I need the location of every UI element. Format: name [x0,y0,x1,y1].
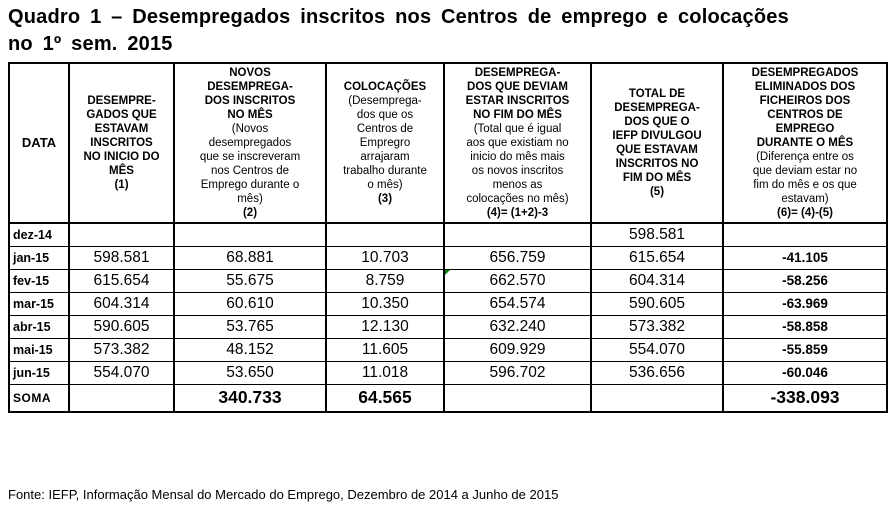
col-header-2-formula: (2) [242,207,258,220]
table-row: fev-15 615.654 55.675 8.759 662.570 604.… [8,268,888,293]
col-header-6-formula: (6)= (4)-(5) [777,207,833,220]
col-header-3-formula: (3) [377,193,393,206]
cell-value: 656.759 [443,245,592,270]
cell-value: 573.382 [590,314,724,339]
cell-value: 536.656 [590,360,724,385]
col-header-2: NOVOS DESEMPREGA- DOS INSCRITOS NO MÊS (… [173,62,327,225]
table-row: abr-15 590.605 53.765 12.130 632.240 573… [8,314,888,339]
cell-value: 590.605 [68,314,175,339]
cell-value [443,222,592,247]
cell-value: 598.581 [590,222,724,247]
soma-cell: 64.565 [325,383,445,413]
cell-value: 11.605 [325,337,445,362]
col-header-1-title: DESEMPRE- GADOS QUE ESTAVAM INSCRITOS NO… [83,95,160,178]
row-date: mai-15 [8,337,70,362]
soma-cell [443,383,592,413]
cell-value: 590.605 [590,291,724,316]
cell-value: -55.859 [722,337,888,362]
col-header-data-label: DATA [21,135,57,151]
cell-value: 53.765 [173,314,327,339]
cell-value: 554.070 [68,360,175,385]
col-header-3: COLOCAÇÕES (Desemprega- dos que os Centr… [325,62,445,225]
table-row: jun-15 554.070 53.650 11.018 596.702 536… [8,360,888,385]
cell-value: 609.929 [443,337,592,362]
cell-value: 68.881 [173,245,327,270]
col-header-6-title: DESEMPREGADOS ELIMINADOS DOS FICHEIROS D… [751,67,859,150]
cell-value: -41.105 [722,245,888,270]
col-header-3-note: (Desemprega- dos que os Centros de Empre… [343,95,427,192]
cell-value-text: 662.570 [489,271,546,289]
soma-cell [68,383,175,413]
cell-value: 615.654 [590,245,724,270]
page-title: Quadro 1 – Desempregados inscritos nos C… [8,6,789,55]
cell-value: 615.654 [68,268,175,293]
cell-value: 604.314 [590,268,724,293]
row-date: abr-15 [8,314,70,339]
table-row: dez-14 598.581 [8,222,888,247]
cell-value: 10.703 [325,245,445,270]
soma-label: SOMA [8,383,70,413]
col-header-4-title: DESEMPREGA- DOS QUE DEVIAM ESTAR INSCRIT… [465,67,570,122]
col-header-6: DESEMPREGADOS ELIMINADOS DOS FICHEIROS D… [722,62,888,225]
cell-value: -60.046 [722,360,888,385]
row-date: dez-14 [8,222,70,247]
cell-value [68,222,175,247]
table-header-row: DATA DESEMPRE- GADOS QUE ESTAVAM INSCRIT… [8,62,888,225]
soma-cell: 340.733 [173,383,327,413]
col-header-1-formula: (1) [114,179,129,192]
cell-value: 598.581 [68,245,175,270]
col-header-data: DATA [8,62,70,225]
soma-cell [590,383,724,413]
cell-value: 604.314 [68,291,175,316]
table-row: jan-15 598.581 68.881 10.703 656.759 615… [8,245,888,270]
cell-value: -63.969 [722,291,888,316]
cell-value: -58.256 [722,268,888,293]
cell-value: 10.350 [325,291,445,316]
col-header-6-note: (Diferença entre os que deviam estar no … [752,151,858,206]
cell-value: 554.070 [590,337,724,362]
cell-value [173,222,327,247]
col-header-5-formula: (5) [649,186,665,199]
col-header-4-formula: (4)= (1+2)-3 [486,207,549,220]
col-header-5: TOTAL DE DESEMPREGA- DOS QUE O IEFP DIVU… [590,62,724,225]
col-header-2-title: NOVOS DESEMPREGA- DOS INSCRITOS NO MÊS [204,67,296,122]
cell-value: 632.240 [443,314,592,339]
cell-value: 654.574 [443,291,592,316]
cell-value: 8.759 [325,268,445,293]
soma-cell: -338.093 [722,383,888,413]
table-row: mai-15 573.382 48.152 11.605 609.929 554… [8,337,888,362]
cell-value: -58.858 [722,314,888,339]
cell-value: 662.570 [443,268,592,293]
col-header-2-note: (Novos desempregados que se inscreveram … [199,123,301,206]
cell-value [722,222,888,247]
col-header-1: DESEMPRE- GADOS QUE ESTAVAM INSCRITOS NO… [68,62,175,225]
soma-row: SOMA 340.733 64.565 -338.093 [8,383,888,413]
row-date: mar-15 [8,291,70,316]
cell-value: 48.152 [173,337,327,362]
cell-value: 53.650 [173,360,327,385]
row-date: jan-15 [8,245,70,270]
excel-green-marker [446,270,450,275]
col-header-3-title: COLOCAÇÕES [343,81,427,94]
cell-value: 60.610 [173,291,327,316]
table-row: mar-15 604.314 60.610 10.350 654.574 590… [8,291,888,316]
cell-value: 55.675 [173,268,327,293]
cell-value: 596.702 [443,360,592,385]
row-date: jun-15 [8,360,70,385]
source-note: Fonte: IEFP, Informação Mensal do Mercad… [8,487,559,502]
cell-value: 11.018 [325,360,445,385]
row-date: fev-15 [8,268,70,293]
col-header-4-note: (Total que é igual aos que existiam no i… [466,123,569,206]
cell-value: 573.382 [68,337,175,362]
quadro-table: DATA DESEMPRE- GADOS QUE ESTAVAM INSCRIT… [8,62,888,414]
col-header-4: DESEMPREGA- DOS QUE DEVIAM ESTAR INSCRIT… [443,62,592,225]
cell-value [325,222,445,247]
col-header-5-title: TOTAL DE DESEMPREGA- DOS QUE O IEFP DIVU… [612,88,702,185]
cell-value: 12.130 [325,314,445,339]
